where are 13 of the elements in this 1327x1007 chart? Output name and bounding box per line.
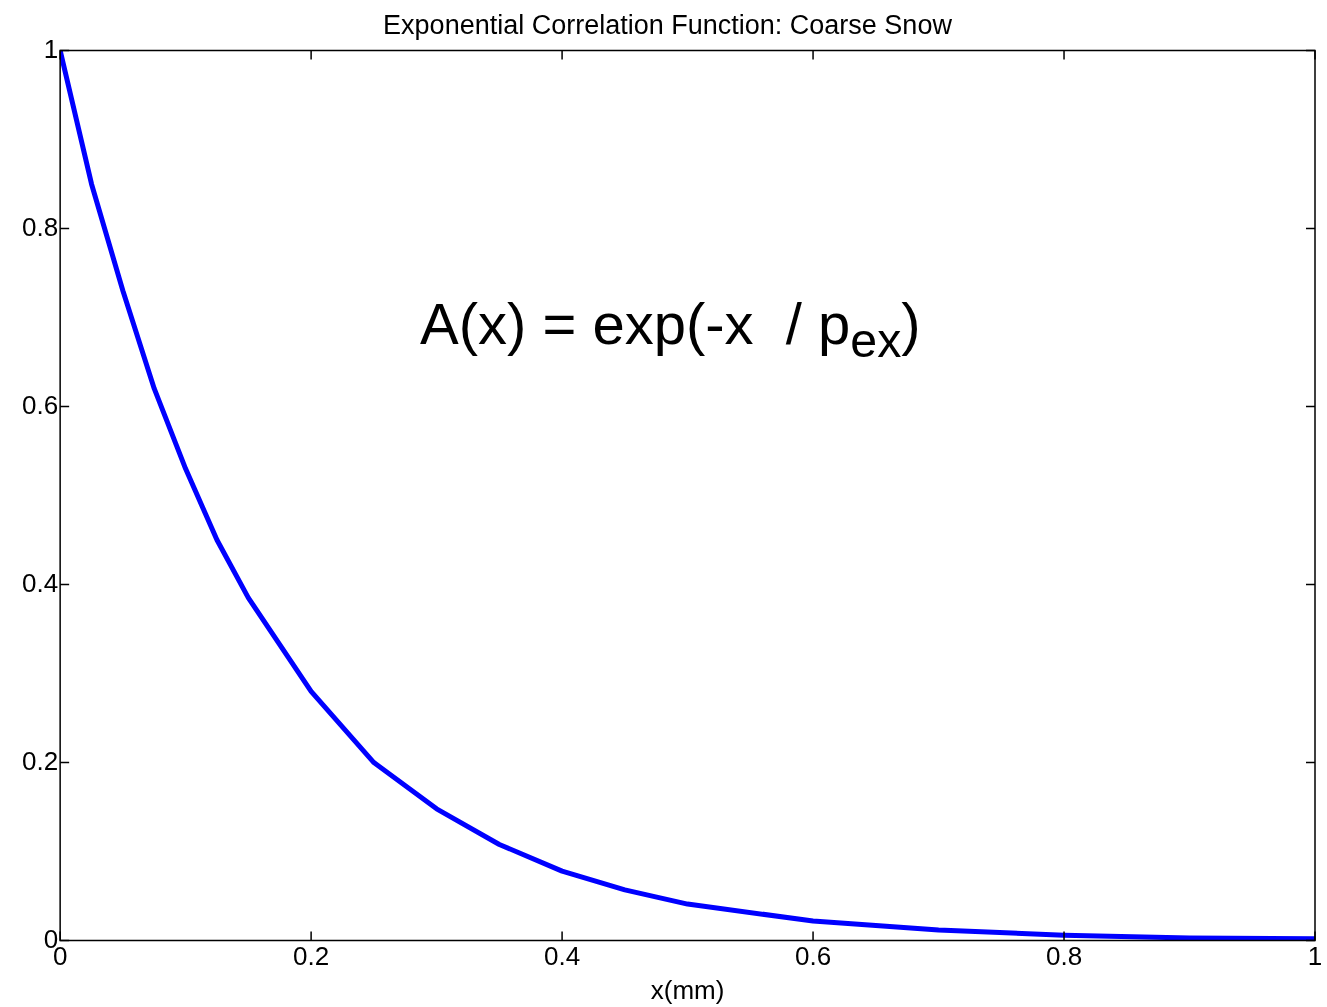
y-tick-label: 0.4 [21, 567, 59, 598]
x-tick-label: 0.6 [794, 941, 832, 972]
x-tick-label: 0.2 [293, 941, 330, 972]
x-axis-title: x(mm) [650, 974, 725, 1005]
x-tick-label: 0.8 [1045, 941, 1083, 972]
y-tick-label: 0.2 [21, 745, 59, 776]
y-tick-label: 0.6 [21, 389, 59, 420]
chart-title: Exponential Correlation Function: Coarse Snow [383, 9, 953, 40]
x-tick-label: 1 [1307, 941, 1323, 972]
y-tick-label: 0.8 [21, 211, 59, 242]
x-tick-label: 0.4 [544, 941, 581, 972]
annotation: A(x) = exp(-x / p$_{ex}$) [420, 290, 921, 368]
y-tick-label: 1 [43, 33, 59, 64]
